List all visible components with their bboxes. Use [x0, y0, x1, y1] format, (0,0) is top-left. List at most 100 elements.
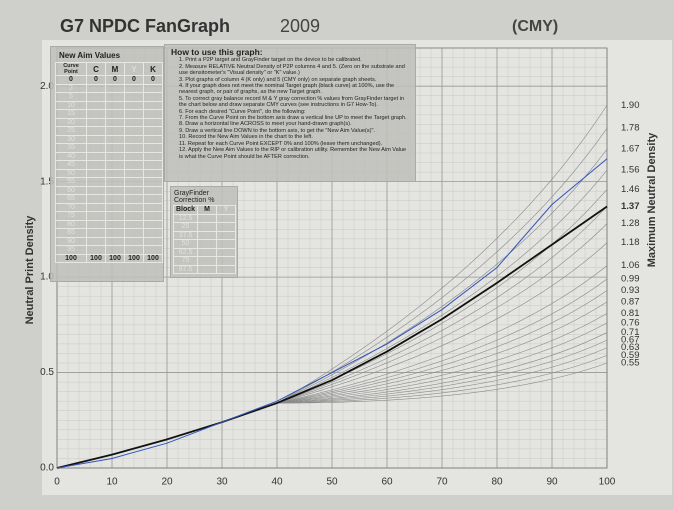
empty-cell	[105, 219, 125, 229]
empty-cell	[86, 109, 106, 119]
curve-point: 35	[55, 143, 87, 153]
empty-cell	[124, 92, 144, 102]
curve-point: 50	[55, 168, 87, 178]
row: 2	[55, 83, 163, 93]
empty-cell	[105, 83, 125, 93]
empty-cell	[216, 222, 237, 232]
empty-cell	[143, 228, 163, 238]
y-tick-label: 2.0	[40, 81, 54, 92]
curve-point: 60	[55, 185, 87, 195]
instructions-list: 1. Print a P2P target and GrayFinder tar…	[175, 57, 409, 160]
empty-cell	[197, 230, 218, 240]
aim-title: New Aim Values	[59, 51, 121, 60]
fan-curve	[276, 355, 608, 404]
y-axis-label: Neutral Print Density	[24, 215, 36, 325]
fan-curve	[276, 278, 608, 404]
y2-tick-label: 0.71	[621, 327, 640, 338]
y2-tick-label: 0.63	[621, 342, 640, 353]
empty-cell	[86, 202, 106, 212]
fan-curve	[276, 223, 608, 404]
curve-point: 80	[55, 219, 87, 229]
empty-cell	[124, 83, 144, 93]
row: 40	[55, 151, 163, 161]
empty-cell	[216, 247, 237, 257]
empty-cell	[86, 219, 106, 229]
empty-cell	[105, 126, 125, 136]
cell: 100	[143, 253, 163, 263]
fan-curve	[276, 265, 608, 404]
x-tick-label: 40	[271, 477, 283, 488]
empty-cell	[105, 100, 125, 110]
empty-cell	[124, 117, 144, 127]
instructions-title: How to use this graph:	[171, 47, 263, 57]
instruction-item: 8. Draw a horizontal line ACROSS to meet…	[179, 121, 352, 128]
cell: 0	[143, 75, 163, 85]
empty-cell	[143, 202, 163, 212]
empty-cell	[124, 177, 144, 187]
y2-tick-label: 0.55	[621, 358, 640, 369]
y2-tick-label: 0.93	[621, 285, 640, 296]
empty-cell	[86, 228, 106, 238]
y-tick-label: 0.5	[40, 367, 54, 378]
instruction-item: 4. If your graph does not meet the nomin…	[179, 83, 395, 96]
header-cell: C	[86, 62, 106, 76]
empty-cell	[86, 236, 106, 246]
series-line	[56, 158, 608, 469]
y2-tick-label: 1.56	[621, 165, 640, 176]
empty-cell	[143, 143, 163, 153]
block: 62.5	[172, 247, 199, 257]
y2-axis-label: Maximum Neutral Density	[646, 132, 658, 267]
fan-curve	[276, 149, 608, 404]
row: 37.5	[172, 230, 237, 240]
x-tick-label: 70	[436, 477, 448, 488]
empty-cell	[143, 194, 163, 204]
fan-curve	[276, 290, 608, 404]
row: 87.5	[172, 264, 237, 274]
instruction-item: 5. To correct gray balance record M & Y …	[179, 95, 405, 109]
empty-cell	[124, 151, 144, 161]
curve-point: 15	[55, 109, 87, 119]
row: 12.5	[172, 213, 237, 223]
x-tick-label: 80	[491, 477, 503, 488]
empty-cell	[86, 92, 106, 102]
aim-panel: New Aim Values Curve Point C M Y K 0 0 0 0 0 2 5 10 1…	[50, 46, 164, 282]
curve-point: 5	[55, 92, 87, 102]
y-tick-label: 0.0	[40, 463, 54, 474]
row: 55	[55, 177, 163, 187]
empty-cell	[197, 247, 218, 257]
empty-cell	[143, 211, 163, 221]
x-tick-label: 100	[599, 477, 616, 488]
empty-cell	[216, 239, 237, 249]
empty-cell	[105, 202, 125, 212]
fan-curve	[276, 322, 608, 404]
cell: 0	[86, 75, 106, 85]
row: 45	[55, 160, 163, 170]
row: 62.5	[172, 247, 237, 257]
empty-cell	[86, 211, 106, 221]
chart-title: G7 NPDC FanGraph	[60, 16, 230, 36]
empty-cell	[86, 100, 106, 110]
fan-curve	[276, 362, 608, 404]
empty-cell	[105, 177, 125, 187]
y2-tick-label: 0.99	[621, 274, 640, 285]
empty-cell	[124, 202, 144, 212]
empty-cell	[143, 185, 163, 195]
block: 50	[172, 239, 199, 249]
empty-cell	[143, 168, 163, 178]
row: 30	[55, 134, 163, 144]
empty-cell	[216, 264, 237, 274]
cell: 100	[86, 253, 106, 263]
curve-point: 90	[55, 236, 87, 246]
row: 75	[55, 211, 163, 221]
fan-curve	[276, 332, 608, 404]
instruction-item: 10. Record the New Aim Values in the cha…	[179, 134, 313, 141]
x-tick-label: 60	[381, 477, 393, 488]
fan-curve	[276, 313, 608, 404]
empty-cell	[86, 168, 106, 178]
curve-point: 95	[55, 245, 87, 255]
cell: 0	[55, 75, 87, 85]
curve-point: 70	[55, 202, 87, 212]
block: 87.5	[172, 264, 199, 274]
empty-cell	[124, 228, 144, 238]
